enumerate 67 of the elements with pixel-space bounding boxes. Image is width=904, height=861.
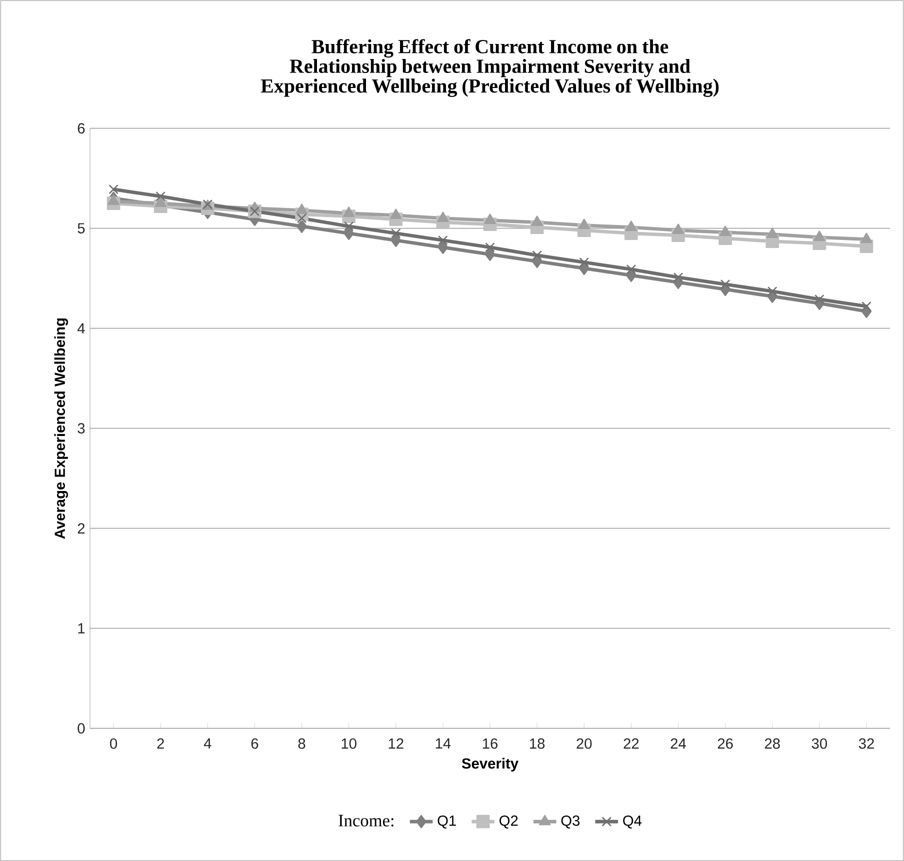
x-tick-label: 22 <box>624 738 639 748</box>
point <box>156 191 166 202</box>
point <box>860 232 872 243</box>
x-tick-label: 10 <box>342 738 356 749</box>
chart-title: Buffering Effect of Current Income on the Relationship between Impairment Severity and Experienced Wellbeing (Predicted Values of Wellbing) <box>260 38 719 97</box>
point <box>438 235 448 246</box>
point <box>532 250 542 260</box>
point <box>814 230 826 241</box>
point <box>814 294 824 304</box>
point <box>437 212 449 222</box>
point <box>625 220 638 231</box>
point <box>862 301 872 312</box>
x-tick-label: 30 <box>812 738 827 749</box>
y-tick-label: 3 <box>78 422 85 434</box>
x-tick-label: 12 <box>388 738 404 748</box>
x-tick-label: 0 <box>110 738 118 749</box>
point <box>484 248 496 261</box>
point <box>296 213 307 224</box>
x-tick-label: 32 <box>858 738 874 749</box>
legend-title: Income: <box>338 814 394 826</box>
point <box>719 226 732 236</box>
x-tick-label: 16 <box>482 738 498 749</box>
x-tick-label: 4 <box>204 738 212 748</box>
point <box>673 272 684 282</box>
x-tick-label: 26 <box>718 738 733 749</box>
x-tick-label: 20 <box>576 738 592 749</box>
point <box>390 228 401 238</box>
x-tick-label: 14 <box>436 738 451 748</box>
point <box>296 204 308 214</box>
point <box>720 279 730 290</box>
x-tick-label: 8 <box>298 738 306 749</box>
point <box>626 264 636 274</box>
legend-label: Q1 <box>438 815 456 828</box>
y-tick-label: 4 <box>77 323 85 334</box>
x-axis-title: Severity <box>462 758 518 772</box>
point <box>344 226 354 240</box>
y-tick-label: 5 <box>78 223 85 234</box>
point <box>438 240 448 254</box>
x-tick-label: 6 <box>251 738 258 749</box>
x-tick-label: 28 <box>764 738 780 749</box>
x-tick-label: 24 <box>670 738 686 748</box>
y-tick-label: 2 <box>78 523 85 534</box>
point <box>390 234 402 247</box>
point <box>672 224 684 234</box>
point <box>344 221 354 232</box>
legend-label: Q4 <box>623 815 642 828</box>
point <box>108 194 120 205</box>
y-tick-label: 1 <box>78 623 85 634</box>
point <box>154 196 166 207</box>
legend-label: Q2 <box>500 815 518 828</box>
point <box>766 228 778 238</box>
point <box>342 206 355 217</box>
point <box>579 257 590 268</box>
x-tick-label: 18 <box>530 738 545 749</box>
point <box>578 218 590 229</box>
y-axis-title: Average Experienced Wellbeing <box>54 318 68 539</box>
y-tick-label: 0 <box>78 722 85 734</box>
y-tick-label: 6 <box>78 122 85 134</box>
legend-label: Q3 <box>561 815 580 828</box>
point <box>485 242 495 252</box>
point <box>484 214 496 224</box>
point <box>390 208 402 219</box>
point <box>531 216 543 226</box>
x-tick-label: 2 <box>157 738 164 748</box>
point <box>296 220 307 233</box>
point <box>767 286 778 296</box>
point <box>108 184 118 194</box>
